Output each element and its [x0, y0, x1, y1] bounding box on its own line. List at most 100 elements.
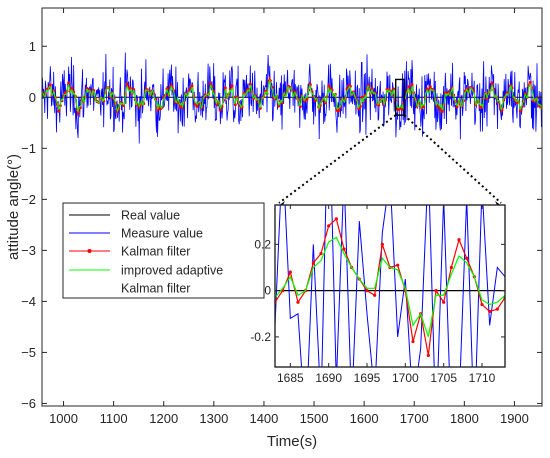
main-y-ticks: 1 0 −1 −2 −3 −4 −5 −6 [21, 39, 542, 411]
inset-kalman-filter-point [373, 293, 377, 297]
inset-series-group [275, 205, 505, 367]
inset-plot: 1685 1690 1695 1700 1705 1710 0.2 0 -0.2 [250, 204, 506, 385]
inset-kalman-filter-point [495, 307, 499, 311]
inset-kalman-filter-point [396, 263, 400, 267]
kalman-filter-point [233, 103, 237, 107]
kalman-filter-point [438, 108, 442, 112]
inset-kalman-filter-point [311, 261, 315, 265]
main-series-group [42, 52, 542, 144]
kalman-filter-point [48, 83, 52, 87]
x-axis-label: Time(s) [267, 433, 317, 450]
x-tick-label: 1900 [500, 411, 529, 426]
y-tick-label: −2 [21, 192, 36, 207]
legend-label: Real value [121, 209, 180, 223]
inset-x-tick-label: 1710 [469, 371, 496, 385]
inset-kalman-filter-point [319, 252, 323, 256]
kalman-filter-point [208, 82, 212, 86]
y-tick-label: −5 [21, 345, 36, 360]
kalman-filter-point [67, 81, 71, 85]
inset-x-tick-label: 1705 [430, 371, 457, 385]
inset-series-measure-value [275, 205, 505, 367]
inset-y-tick-label: 0.2 [254, 237, 271, 251]
inset-y-tick-label: 0 [264, 284, 271, 298]
kalman-filter-point [360, 95, 364, 99]
kalman-filter-point [277, 104, 281, 108]
kalman-filter-point [370, 86, 374, 90]
kalman-filter-point [518, 109, 522, 113]
main-plot: 1000 1100 1200 1300 1400 1500 1600 1700 1800 1900… [5, 7, 543, 450]
kalman-filter-point [528, 80, 532, 84]
y-axis-label: attitude angle(°) [5, 154, 22, 260]
y-tick-label: 0 [29, 90, 36, 105]
kalman-filter-point [440, 110, 444, 114]
kalman-filter-point [410, 83, 414, 87]
x-tick-label: 1500 [300, 411, 329, 426]
inset-kalman-filter-point [426, 353, 430, 358]
kalman-filter-point [70, 86, 74, 90]
main-axes-box [41, 7, 543, 407]
kalman-filter-point [223, 86, 227, 90]
x-tick-label: 1000 [49, 411, 78, 426]
y-tick-label: 1 [29, 39, 36, 54]
y-tick-label: −3 [21, 243, 36, 258]
inset-kalman-filter-point [327, 224, 331, 228]
y-tick-label: −4 [21, 294, 36, 309]
kalman-filter-point [407, 85, 411, 89]
inset-kalman-filter-point [288, 270, 292, 274]
legend-swatch-marker [87, 249, 92, 253]
kalman-filter-point [165, 87, 169, 91]
kalman-filter-point [190, 84, 194, 88]
kalman-filter-point [337, 109, 341, 113]
legend-label: Measure value [121, 227, 203, 241]
inset-kalman-filter-point [434, 289, 438, 293]
inset-kalman-filter-point [296, 300, 300, 304]
inset-kalman-filter-point [488, 309, 492, 314]
x-tick-label: 1200 [149, 411, 178, 426]
kalman-filter-point [305, 97, 309, 101]
inset-axes-box [274, 204, 506, 368]
kalman-filter-point [230, 84, 234, 88]
inset-kalman-filter-point [365, 289, 369, 293]
inset-background [275, 205, 505, 367]
inset-kalman-filter-point [411, 339, 415, 344]
inset-x-tick-label: 1685 [277, 371, 304, 385]
kalman-filter-point [195, 104, 199, 108]
kalman-filter-point [248, 82, 252, 86]
inset-x-ticks: 1685 1690 1695 1700 1705 1710 [277, 205, 496, 385]
inset-y-ticks: 0.2 0 -0.2 [250, 237, 505, 344]
x-tick-label: 1600 [350, 411, 379, 426]
inset-kalman-filter-point [457, 238, 461, 242]
legend-items: Real value Measure value Kalman filter impr… [69, 209, 223, 296]
series-improved-adaptive-kalman-filter-line [42, 78, 542, 114]
legend-label: Kalman filter [121, 245, 190, 259]
inset-x-tick-label: 1700 [392, 371, 419, 385]
kalman-filter-point [218, 108, 222, 112]
y-tick-label: −1 [21, 141, 36, 156]
zoom-connector-right [403, 114, 502, 204]
inset-kalman-filter-point [442, 300, 446, 304]
x-tick-label: 1800 [450, 411, 479, 426]
inset-x-tick-label: 1690 [315, 371, 342, 385]
x-tick-label: 1700 [400, 411, 429, 426]
kalman-filter-point [327, 84, 331, 88]
kalman-filter-point [400, 107, 404, 111]
kalman-filter-point [490, 81, 494, 85]
x-tick-label: 1400 [249, 411, 278, 426]
kalman-filter-point [57, 109, 61, 113]
kalman-filter-point [128, 86, 132, 90]
zoom-connector-left [278, 114, 397, 204]
inset-kalman-filter-point [449, 265, 453, 270]
kalman-filter-point [125, 82, 129, 86]
legend: Real value Measure value Kalman filter impr… [62, 202, 265, 299]
x-tick-label: 1100 [100, 411, 128, 426]
zoom-box [395, 78, 405, 116]
inset-kalman-filter-point [342, 247, 346, 251]
inset-kalman-filter-point [465, 256, 469, 260]
kalman-filter-point [428, 85, 432, 89]
inset-kalman-filter-point [480, 302, 484, 307]
inset-kalman-filter-point [380, 242, 384, 246]
kalman-filter-point [392, 87, 396, 91]
series-measure-value-line [42, 52, 542, 144]
inset-series-improved-adaptive-kalman-filter [275, 236, 505, 338]
